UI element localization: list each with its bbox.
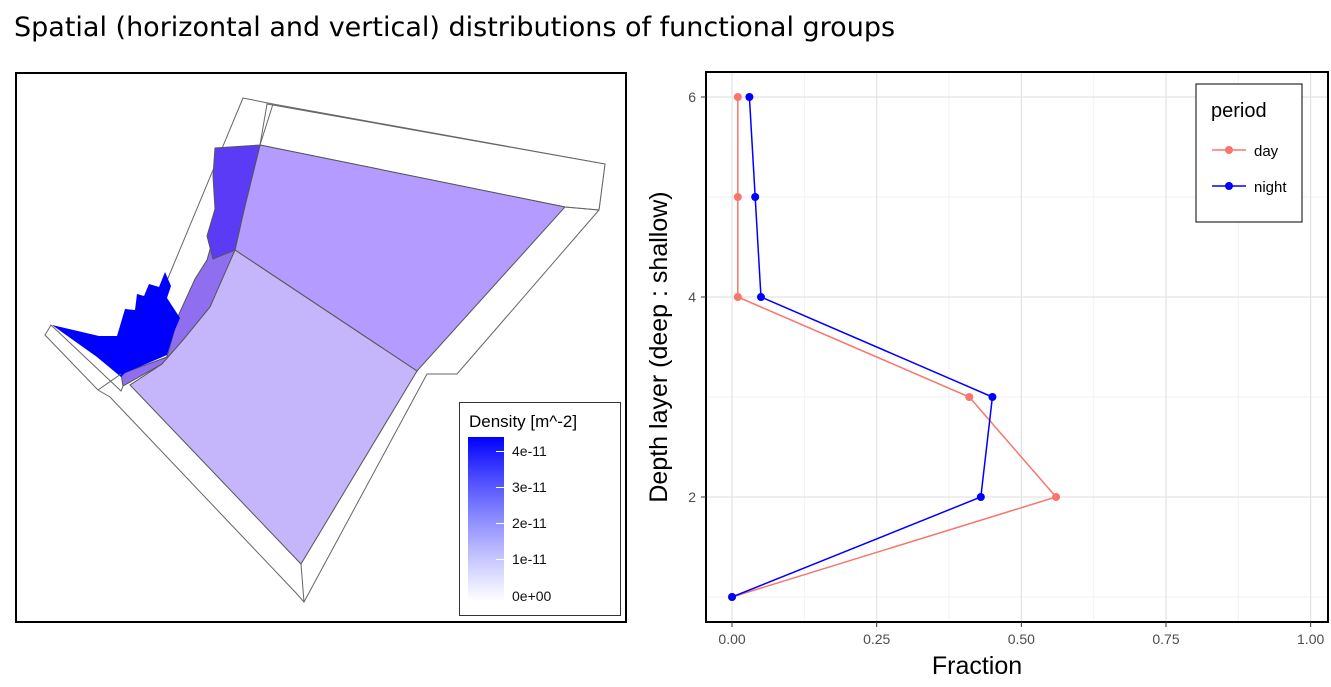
map-cell-coastal-medium xyxy=(120,238,236,387)
data-point-night xyxy=(728,593,737,601)
data-point-night xyxy=(988,393,997,401)
data-point-day xyxy=(1052,493,1061,501)
legend-key-point xyxy=(1225,182,1233,190)
legend-title: period xyxy=(1211,100,1267,122)
data-point-night xyxy=(976,493,985,501)
x-tick-label: 0.75 xyxy=(1152,631,1179,647)
x-tick-label: 0.00 xyxy=(718,631,745,647)
map-cell-coastal-upper xyxy=(206,144,261,260)
data-point-day xyxy=(733,293,742,301)
legend-title: Density [m^-2] xyxy=(469,412,578,431)
legend-label-night: night xyxy=(1254,179,1287,196)
data-point-night xyxy=(756,293,765,301)
x-tick-label: 1.00 xyxy=(1297,631,1324,647)
y-tick-label: 6 xyxy=(688,89,696,105)
colorbar-tick-label: 2e-11 xyxy=(512,515,547,531)
series-line-day xyxy=(731,97,1058,598)
y-tick-label: 4 xyxy=(688,289,696,305)
legend-label-day: day xyxy=(1254,143,1279,160)
data-point-day xyxy=(733,193,742,201)
map-cell-bay-high xyxy=(52,272,180,377)
data-point-night xyxy=(745,93,754,101)
y-axis-title: Depth layer (deep : shallow) xyxy=(645,191,673,502)
colorbar-tick-label: 0e+00 xyxy=(512,588,552,604)
density-legend: Density [m^-2] 4e-11 3e-11 2e-11 1e-11 0… xyxy=(459,402,621,616)
density-map-panel: Density [m^-2] 4e-11 3e-11 2e-11 1e-11 0… xyxy=(15,72,627,623)
y-tick-label: 2 xyxy=(688,489,696,505)
x-axis-title: Fraction xyxy=(932,652,1022,680)
series-line-night xyxy=(731,96,994,598)
legend-key-point xyxy=(1225,146,1233,154)
page-title: Spatial (horizontal and vertical) distri… xyxy=(14,12,896,43)
plot-border xyxy=(705,71,1329,623)
colorbar-tick-label: 1e-11 xyxy=(512,551,547,567)
x-tick-label: 0.50 xyxy=(1008,631,1035,647)
depth-profile-chart: 0.00 0.25 0.50 0.75 1.00 2 4 6 Fraction Depth lay… xyxy=(645,71,1329,680)
data-point-day xyxy=(733,93,742,101)
density-map xyxy=(44,97,606,603)
depth-profile-chart-panel: 0.00 0.25 0.50 0.75 1.00 2 4 6 Fraction Depth lay… xyxy=(640,62,1330,687)
x-tick-label: 0.25 xyxy=(863,631,890,647)
data-point-night xyxy=(751,193,760,201)
data-point-day xyxy=(965,393,974,401)
chart-legend xyxy=(1195,83,1303,223)
density-colorbar xyxy=(468,437,504,601)
colorbar-tick-label: 3e-11 xyxy=(512,479,547,495)
colorbar-tick-label: 4e-11 xyxy=(512,443,547,459)
